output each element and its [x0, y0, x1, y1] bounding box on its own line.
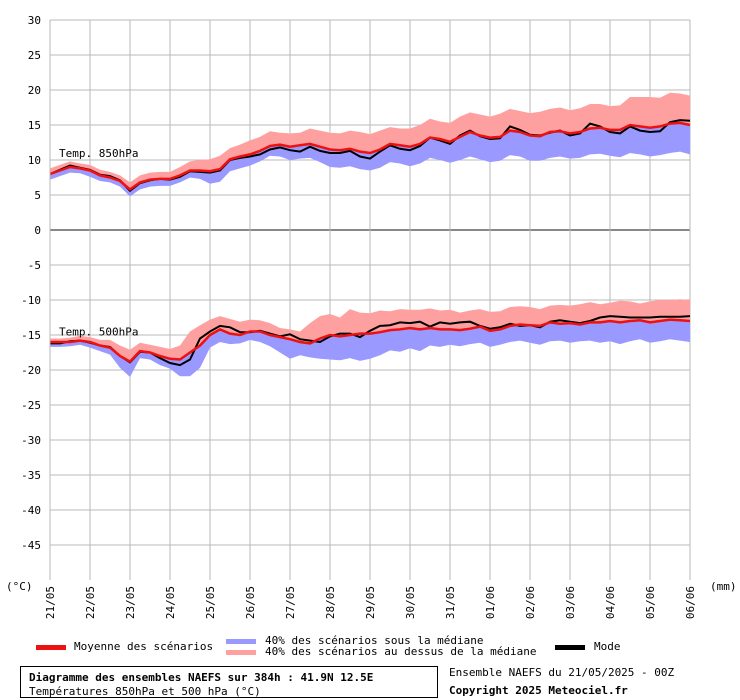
mode-line-1: [50, 315, 691, 367]
y-tick-label: -10: [21, 294, 41, 307]
x-tick-label: 22/05: [84, 586, 97, 619]
y-tick-label: 20: [28, 84, 41, 97]
y-tick-label: 15: [28, 119, 41, 132]
lower-band-1: [50, 319, 690, 377]
lower-band-0: [50, 122, 690, 197]
y-tick-label: -30: [21, 434, 41, 447]
legend-swatch-lower: [226, 639, 256, 644]
x-tick-label: 05/06: [644, 586, 657, 619]
x-tick-label: 06/06: [684, 586, 697, 619]
y-tick-label: -15: [21, 329, 41, 342]
x-tick-label: 27/05: [284, 586, 297, 619]
y-tick-label: -40: [21, 504, 41, 517]
x-tick-label: 03/06: [564, 586, 577, 619]
x-tick-label: 21/05: [44, 586, 57, 619]
y-tick-label: 10: [28, 154, 41, 167]
x-tick-label: 26/05: [244, 586, 257, 619]
y-tick-label: 30: [28, 14, 41, 27]
x-tick-label: 01/06: [484, 586, 497, 619]
y-tick-label: 0: [34, 224, 41, 237]
y-tick-label: -5: [28, 259, 41, 272]
chart-title: Diagramme des ensembles NAEFS sur 384h :…: [29, 671, 374, 684]
legend-swatch-mode: [555, 645, 585, 650]
y-unit-label: (°C): [6, 580, 33, 593]
legend-label-upper: 40% des scénarios au dessus de la médian…: [265, 645, 537, 658]
run-info: Ensemble NAEFS du 21/05/2025 - 00Z: [449, 666, 675, 679]
group-label-0: Temp. 850hPa: [59, 147, 138, 160]
right-unit-label: (mm): [710, 580, 737, 593]
x-tick-label: 24/05: [164, 586, 177, 619]
info-box: Diagramme des ensembles NAEFS sur 384h :…: [20, 666, 438, 698]
group-label-1: Temp. 500hPa: [59, 326, 138, 339]
legend-label-mean: Moyenne des scénarios: [74, 640, 214, 653]
x-tick-label: 28/05: [324, 586, 337, 619]
y-tick-label: 5: [34, 189, 41, 202]
y-tick-label: -35: [21, 469, 41, 482]
legend-label-lower: 40% des scénarios sous la médiane: [265, 634, 484, 647]
y-tick-label: -20: [21, 364, 41, 377]
upper-band-0: [50, 92, 690, 190]
x-tick-label: 02/06: [524, 586, 537, 619]
x-tick-label: 04/06: [604, 586, 617, 619]
mean-line-1: [50, 318, 691, 364]
legend-swatch-upper: [226, 650, 256, 655]
chart-subtitle: Températures 850hPa et 500 hPa (°C): [29, 685, 261, 698]
legend-label-mode: Mode: [594, 640, 621, 653]
mean-line-0: [49, 121, 691, 191]
x-tick-label: 31/05: [444, 586, 457, 619]
x-tick-label: 29/05: [364, 586, 377, 619]
y-tick-label: 25: [28, 49, 41, 62]
y-tick-label: -45: [21, 539, 41, 552]
copyright: Copyright 2025 Meteociel.fr: [449, 684, 628, 697]
x-tick-label: 25/05: [204, 586, 217, 619]
x-tick-label: 23/05: [124, 586, 137, 619]
legend-swatch-mean: [36, 645, 66, 650]
x-tick-label: 30/05: [404, 586, 417, 619]
y-tick-label: -25: [21, 399, 41, 412]
